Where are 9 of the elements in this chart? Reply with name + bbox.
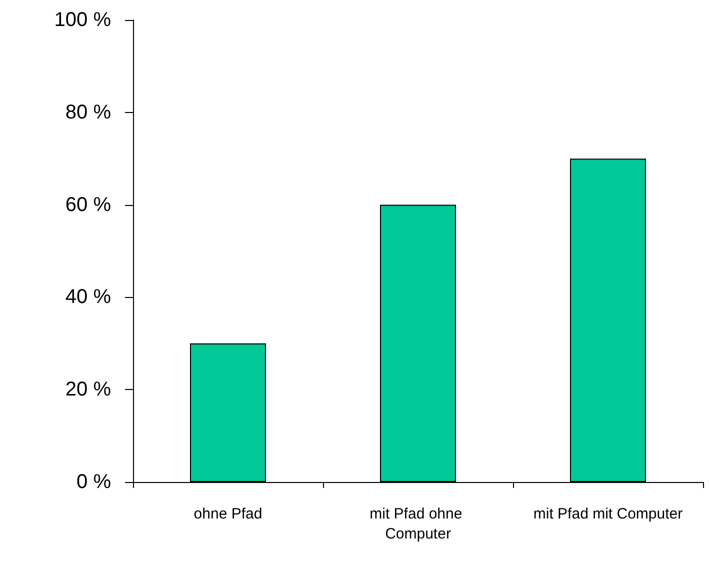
y-tick-label: 20 % bbox=[65, 378, 112, 401]
y-tick-label: 100 % bbox=[54, 9, 112, 31]
x-tick-label: mit Pfad ohne Computer bbox=[370, 506, 466, 542]
y-tick-label: 0 % bbox=[76, 471, 112, 493]
y-tick-label: 40 % bbox=[65, 286, 112, 308]
x-tick-label: ohne Pfad bbox=[194, 506, 262, 522]
y-tick-label: 60 % bbox=[65, 194, 112, 216]
y-tick-label: 80 % bbox=[65, 101, 112, 124]
x-tick-label: mit Pfad mit Computer bbox=[533, 506, 683, 522]
